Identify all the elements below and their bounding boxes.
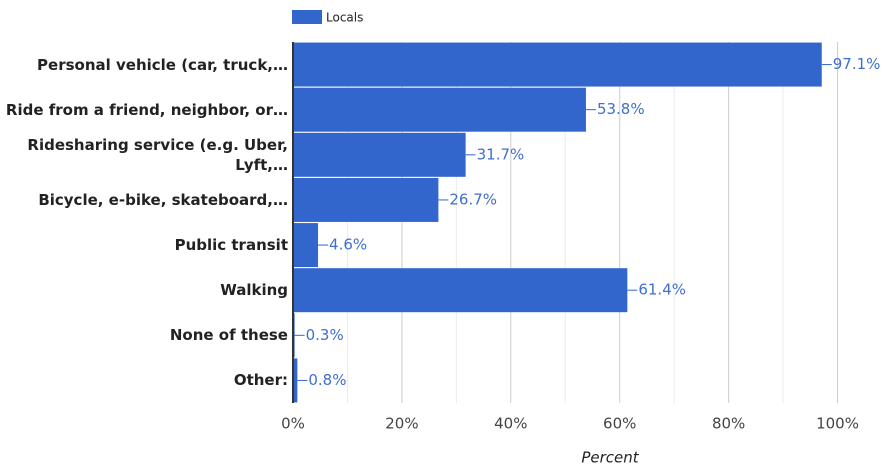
- x-tick-label: 80%: [712, 415, 745, 433]
- bar: [293, 268, 628, 313]
- y-tick-label: Other:: [233, 371, 288, 390]
- legend-swatch: [292, 10, 322, 24]
- value-label: 4.6%: [329, 236, 367, 254]
- bar: [293, 358, 298, 403]
- y-tick-label: Personal vehicle (car, truck,…: [37, 55, 288, 74]
- value-label: 26.7%: [449, 190, 497, 208]
- y-tick-label: Public transit: [174, 236, 288, 255]
- bar: [293, 132, 466, 177]
- legend-label: Locals: [326, 11, 363, 25]
- x-tick-label: 40%: [494, 415, 527, 433]
- bar: [293, 87, 586, 132]
- bar: [293, 223, 319, 268]
- value-label: 0.8%: [308, 371, 346, 389]
- value-label: 53.8%: [597, 100, 645, 118]
- x-tick-label: 100%: [816, 415, 859, 433]
- y-tick-label: Ridesharing service (e.g. Uber, Lyft,…: [27, 135, 288, 174]
- x-tick-label: 20%: [385, 415, 418, 433]
- x-tick-label: 0%: [281, 415, 305, 433]
- value-label: 61.4%: [638, 281, 686, 299]
- y-tick-label: Bicycle, e-bike, skateboard,…: [38, 190, 288, 209]
- value-label: 97.1%: [833, 55, 881, 73]
- value-label: 31.7%: [477, 145, 525, 163]
- x-axis-label: Percent: [581, 449, 639, 467]
- bar: [293, 42, 822, 87]
- y-tick-label: Ride from a friend, neighbor, or…: [5, 100, 288, 119]
- y-tick-label: Walking: [220, 281, 288, 300]
- x-tick-label: 60%: [603, 415, 636, 433]
- y-tick-label: None of these: [169, 326, 288, 345]
- bar: [293, 177, 439, 222]
- value-label: 0.3%: [306, 326, 344, 344]
